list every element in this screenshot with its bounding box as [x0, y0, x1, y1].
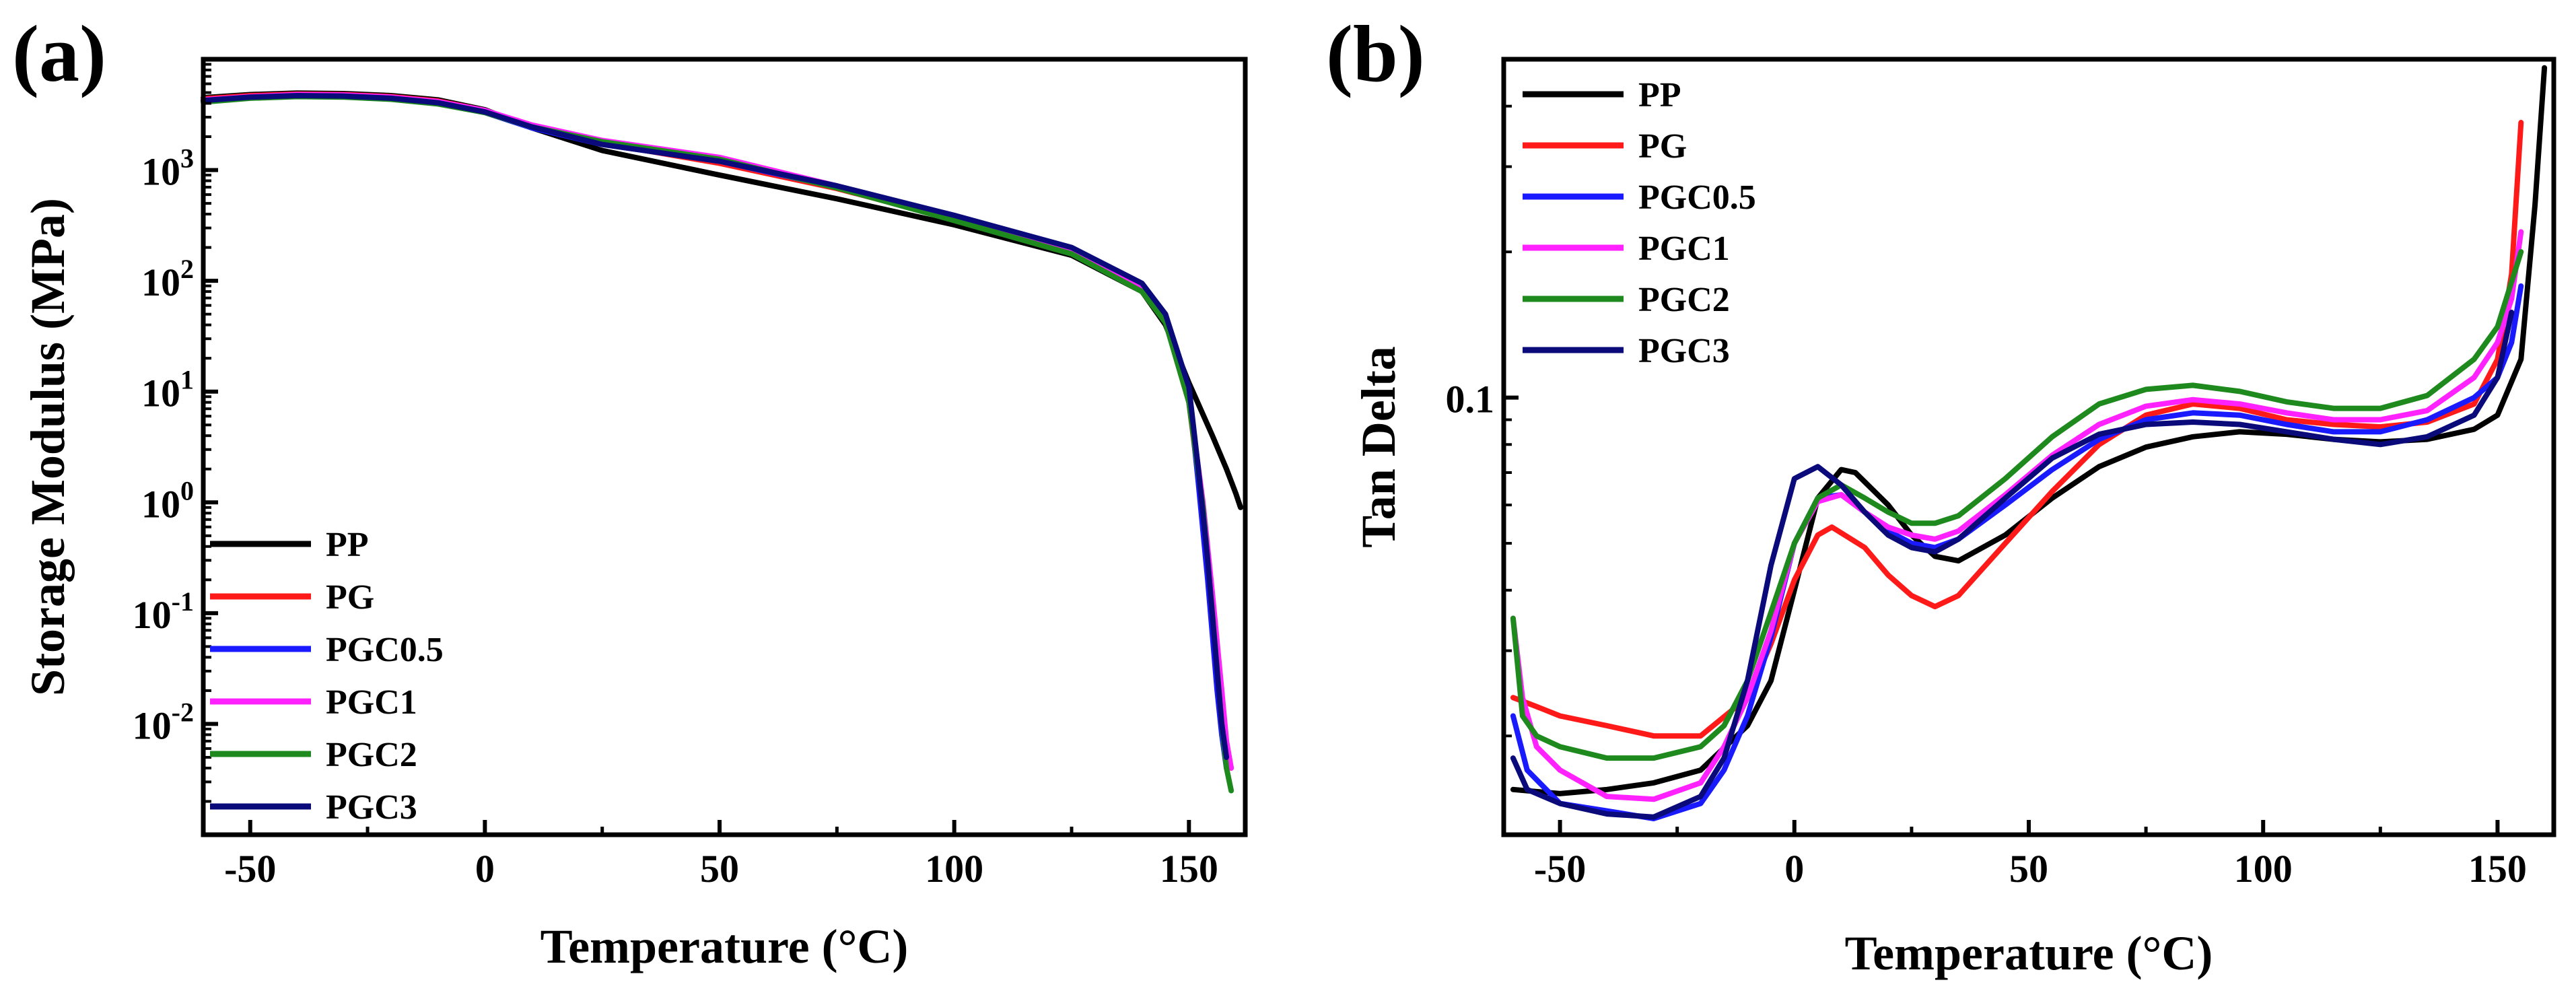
panel-a-xtick-label: 0: [475, 847, 495, 891]
panel-b-tan-delta: (b) -50 0 50 100 150 0.1 PP PG PGC0.5 PGC1 PGC2 PG…: [1326, 9, 2556, 980]
panel-a-ytick-label: 103: [141, 143, 194, 194]
panel-a-ticks: -50 0 50 100 150 10-2 10-1 100 101 102 103: [133, 63, 1218, 891]
panel-a-legend-label-pgc1: PGC1: [326, 683, 417, 722]
panel-a-plot-area: [201, 90, 1243, 794]
panel-b-xtick-label: -50: [1534, 847, 1586, 891]
panel-b-frame: [1501, 57, 2556, 837]
panel-b-xtick-label: 50: [2009, 847, 2048, 891]
panel-a-ytick-label: 100: [141, 475, 194, 526]
panel-a-legend-label-pgc3: PGC3: [326, 788, 417, 827]
panel-b-series-pgc1: [1510, 229, 2524, 802]
panel-a-legend: PP PG PGC0.5 PGC1 PGC2 PGC3: [210, 526, 444, 827]
panel-b-legend-label-pp: PP: [1638, 76, 1681, 114]
panel-a-ytick-label: 101: [141, 365, 194, 415]
panel-a-label: (a): [12, 9, 106, 98]
panel-a-xlabel: Temperature (°C): [541, 920, 909, 973]
panel-b-series-pgc0-5: [1510, 283, 2524, 821]
panel-a-ylabel: Storage Modulus (MPa): [21, 198, 75, 696]
panel-b-legend-label-pg: PG: [1638, 127, 1687, 166]
panel-b-series-pgc3: [1510, 310, 2515, 820]
panel-b-label: (b): [1326, 9, 1425, 98]
panel-b-legend-label-pgc1: PGC1: [1638, 230, 1730, 268]
panel-b-legend: PP PG PGC0.5 PGC1 PGC2 PGC3: [1523, 76, 1756, 370]
panel-b-ytick-label: 0.1: [1446, 378, 1495, 421]
panel-b-legend-label-pgc3: PGC3: [1638, 332, 1730, 370]
panel-a-xtick-label: 50: [700, 847, 739, 891]
panel-a-legend-label-pg: PG: [326, 578, 374, 617]
panel-a-series-pgc3: [201, 93, 1230, 760]
panel-b-legend-label-pgc2: PGC2: [1638, 281, 1730, 319]
panel-a-legend-label-pp: PP: [326, 526, 369, 564]
panel-b-legend-label-pgc0-5: PGC0.5: [1638, 178, 1756, 217]
panel-b-xtick-label: 100: [2234, 847, 2293, 891]
panel-a-ytick-label: 10-2: [133, 697, 194, 747]
panel-a-xtick-label: 100: [925, 847, 983, 891]
panel-b-plot-area: [1510, 65, 2548, 821]
panel-b-series-pg: [1510, 120, 2524, 739]
panel-a-xtick-label: -50: [224, 847, 276, 891]
panel-b-ylabel: Tan Delta: [1352, 346, 1405, 547]
panel-a-ytick-label: 10-1: [133, 586, 194, 637]
panel-a-frame: [201, 57, 1248, 837]
panel-b-xtick-label: 0: [1784, 847, 1804, 891]
panel-b-ticks: -50 0 50 100 150 0.1: [1446, 104, 2527, 891]
panel-a-xtick-label: 150: [1160, 847, 1218, 891]
panel-a-legend-label-pgc2: PGC2: [326, 736, 417, 774]
panel-a-ytick-label: 102: [141, 254, 194, 304]
panel-b-xtick-label: 150: [2468, 847, 2527, 891]
panel-b-series-pgc2: [1510, 249, 2524, 761]
panel-a-legend-label-pgc0-5: PGC0.5: [326, 631, 444, 669]
panel-b-xlabel: Temperature (°C): [1845, 926, 2213, 980]
